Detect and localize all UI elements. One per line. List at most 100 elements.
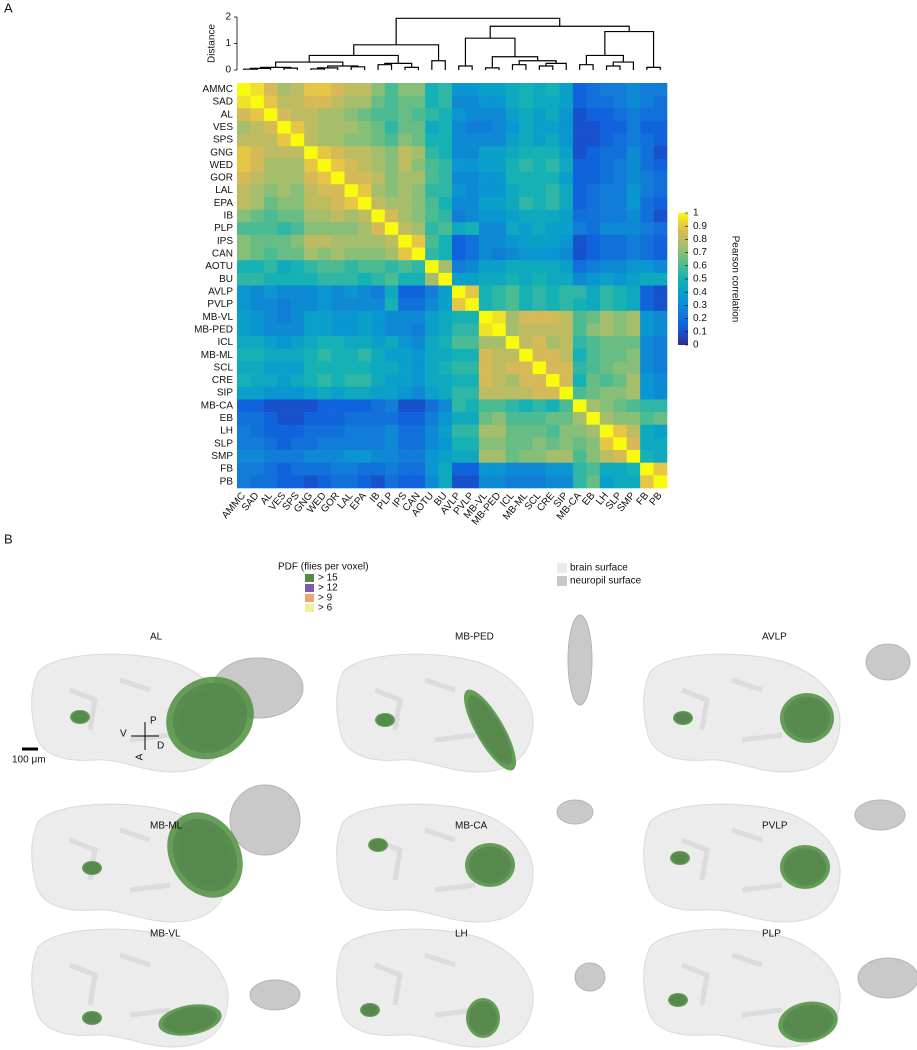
- heatmap-cell: [317, 323, 332, 337]
- heatmap-cell: [384, 196, 399, 210]
- heatmap-cell: [344, 298, 359, 312]
- heatmap-cell: [613, 209, 627, 223]
- heatmap-cell: [465, 108, 480, 122]
- brain-structure: [69, 952, 171, 1018]
- heatmap-cell: [559, 222, 574, 236]
- heatmap-cell: [478, 158, 493, 172]
- heatmap-cell: [277, 272, 292, 286]
- heatmap-cell: [599, 462, 614, 476]
- heatmap-cell: [277, 184, 292, 198]
- heatmap-cell: [277, 133, 292, 147]
- heatmap-cell: [613, 234, 627, 248]
- heatmap-cell: [398, 348, 412, 362]
- heatmap-cell: [546, 348, 560, 362]
- heatmap-cell: [425, 209, 439, 223]
- heatmap-cell: [505, 120, 520, 134]
- heatmap-cell: [290, 437, 305, 451]
- heatmap-cell: [304, 361, 318, 375]
- heatmap-cell: [586, 184, 601, 198]
- heatmap-cell: [532, 310, 547, 324]
- heatmap-cell: [438, 133, 453, 147]
- heatmap-cell: [586, 209, 601, 223]
- heatmap-cell: [438, 108, 453, 122]
- heatmap-cell: [250, 83, 265, 96]
- heatmap-cell: [599, 348, 614, 362]
- row-label: EB: [220, 413, 234, 424]
- heatmap-cell: [478, 272, 493, 286]
- heatmap-cell: [277, 247, 292, 261]
- heatmap-cell: [572, 272, 587, 286]
- heatmap-cell: [599, 437, 614, 451]
- heatmap-cell: [626, 399, 641, 413]
- heatmap-cell: [640, 158, 654, 172]
- heatmap-cell: [505, 146, 520, 160]
- legend-swatch: [557, 576, 567, 586]
- heatmap-cell: [411, 450, 426, 463]
- heatmap-cell: [384, 234, 399, 248]
- heatmap-cell: [398, 247, 412, 261]
- heatmap-cell: [425, 184, 439, 198]
- dendrogram-link: [395, 17, 561, 45]
- row-label: SLP: [214, 438, 233, 449]
- heatmap-cell: [371, 336, 386, 350]
- heatmap-cell: [317, 247, 332, 261]
- heatmap-cell: [277, 222, 292, 236]
- heatmap-cell: [626, 285, 641, 299]
- heatmap-cell: [263, 475, 278, 489]
- heatmap-cell: [371, 348, 386, 362]
- heatmap-cell: [411, 374, 426, 388]
- heatmap-cell: [478, 386, 493, 400]
- heatmap-cell: [559, 184, 574, 198]
- heatmap-cell: [478, 184, 493, 198]
- density-zone: [778, 1001, 838, 1043]
- heatmap-cell: [371, 146, 386, 160]
- heatmap-cell: [505, 272, 520, 286]
- heatmap-cell: [559, 374, 574, 388]
- heatmap-cell: [290, 298, 305, 312]
- heatmap-cell: [263, 462, 278, 476]
- heatmap-cell: [532, 260, 547, 274]
- compass-label: P: [150, 716, 157, 727]
- heatmap-cell: [371, 171, 386, 185]
- heatmap-cell: [277, 108, 292, 122]
- heatmap-cell: [344, 285, 359, 299]
- heatmap-cell: [626, 108, 641, 122]
- heatmap-cell: [277, 424, 292, 438]
- heatmap-cell: [505, 247, 520, 261]
- heatmap-cell: [532, 222, 547, 236]
- heatmap-cell: [532, 386, 547, 400]
- heatmap-cell: [626, 146, 641, 160]
- heatmap-cell: [452, 323, 466, 337]
- panel-title: MB-ML: [150, 821, 183, 832]
- neuropil-surface: [854, 799, 906, 831]
- heatmap-cell: [465, 374, 480, 388]
- heatmap-cell: [519, 348, 533, 362]
- heatmap-cell: [304, 234, 318, 248]
- heatmap-cell: [398, 83, 412, 96]
- heatmap-cell: [250, 158, 265, 172]
- heatmap-cell: [411, 437, 426, 451]
- heatmap-cell: [572, 437, 587, 451]
- heatmap-cell: [425, 462, 439, 476]
- heatmap-cell: [546, 222, 560, 236]
- heatmap-cell: [653, 386, 668, 400]
- heatmap-cell: [425, 450, 439, 463]
- heatmap-cell: [653, 437, 668, 451]
- heatmap-cell: [640, 361, 654, 375]
- heatmap-cell: [263, 374, 278, 388]
- heatmap-cell: [357, 348, 372, 362]
- heatmap-cell: [452, 374, 466, 388]
- heatmap-cell: [505, 209, 520, 223]
- heatmap-cell: [613, 146, 627, 160]
- heatmap-cell: [492, 323, 507, 337]
- heatmap-cell: [465, 146, 480, 160]
- heatmap-cell: [344, 260, 359, 274]
- brain-surface: [336, 803, 534, 923]
- heatmap-cell: [626, 323, 641, 337]
- heatmap-cell: [478, 209, 493, 223]
- heatmap-cell: [344, 234, 359, 248]
- heatmap-cell: [411, 386, 426, 400]
- heatmap-cell: [572, 348, 587, 362]
- colorbar-tick-label: 0.3: [693, 300, 707, 311]
- heatmap-cell: [398, 120, 412, 134]
